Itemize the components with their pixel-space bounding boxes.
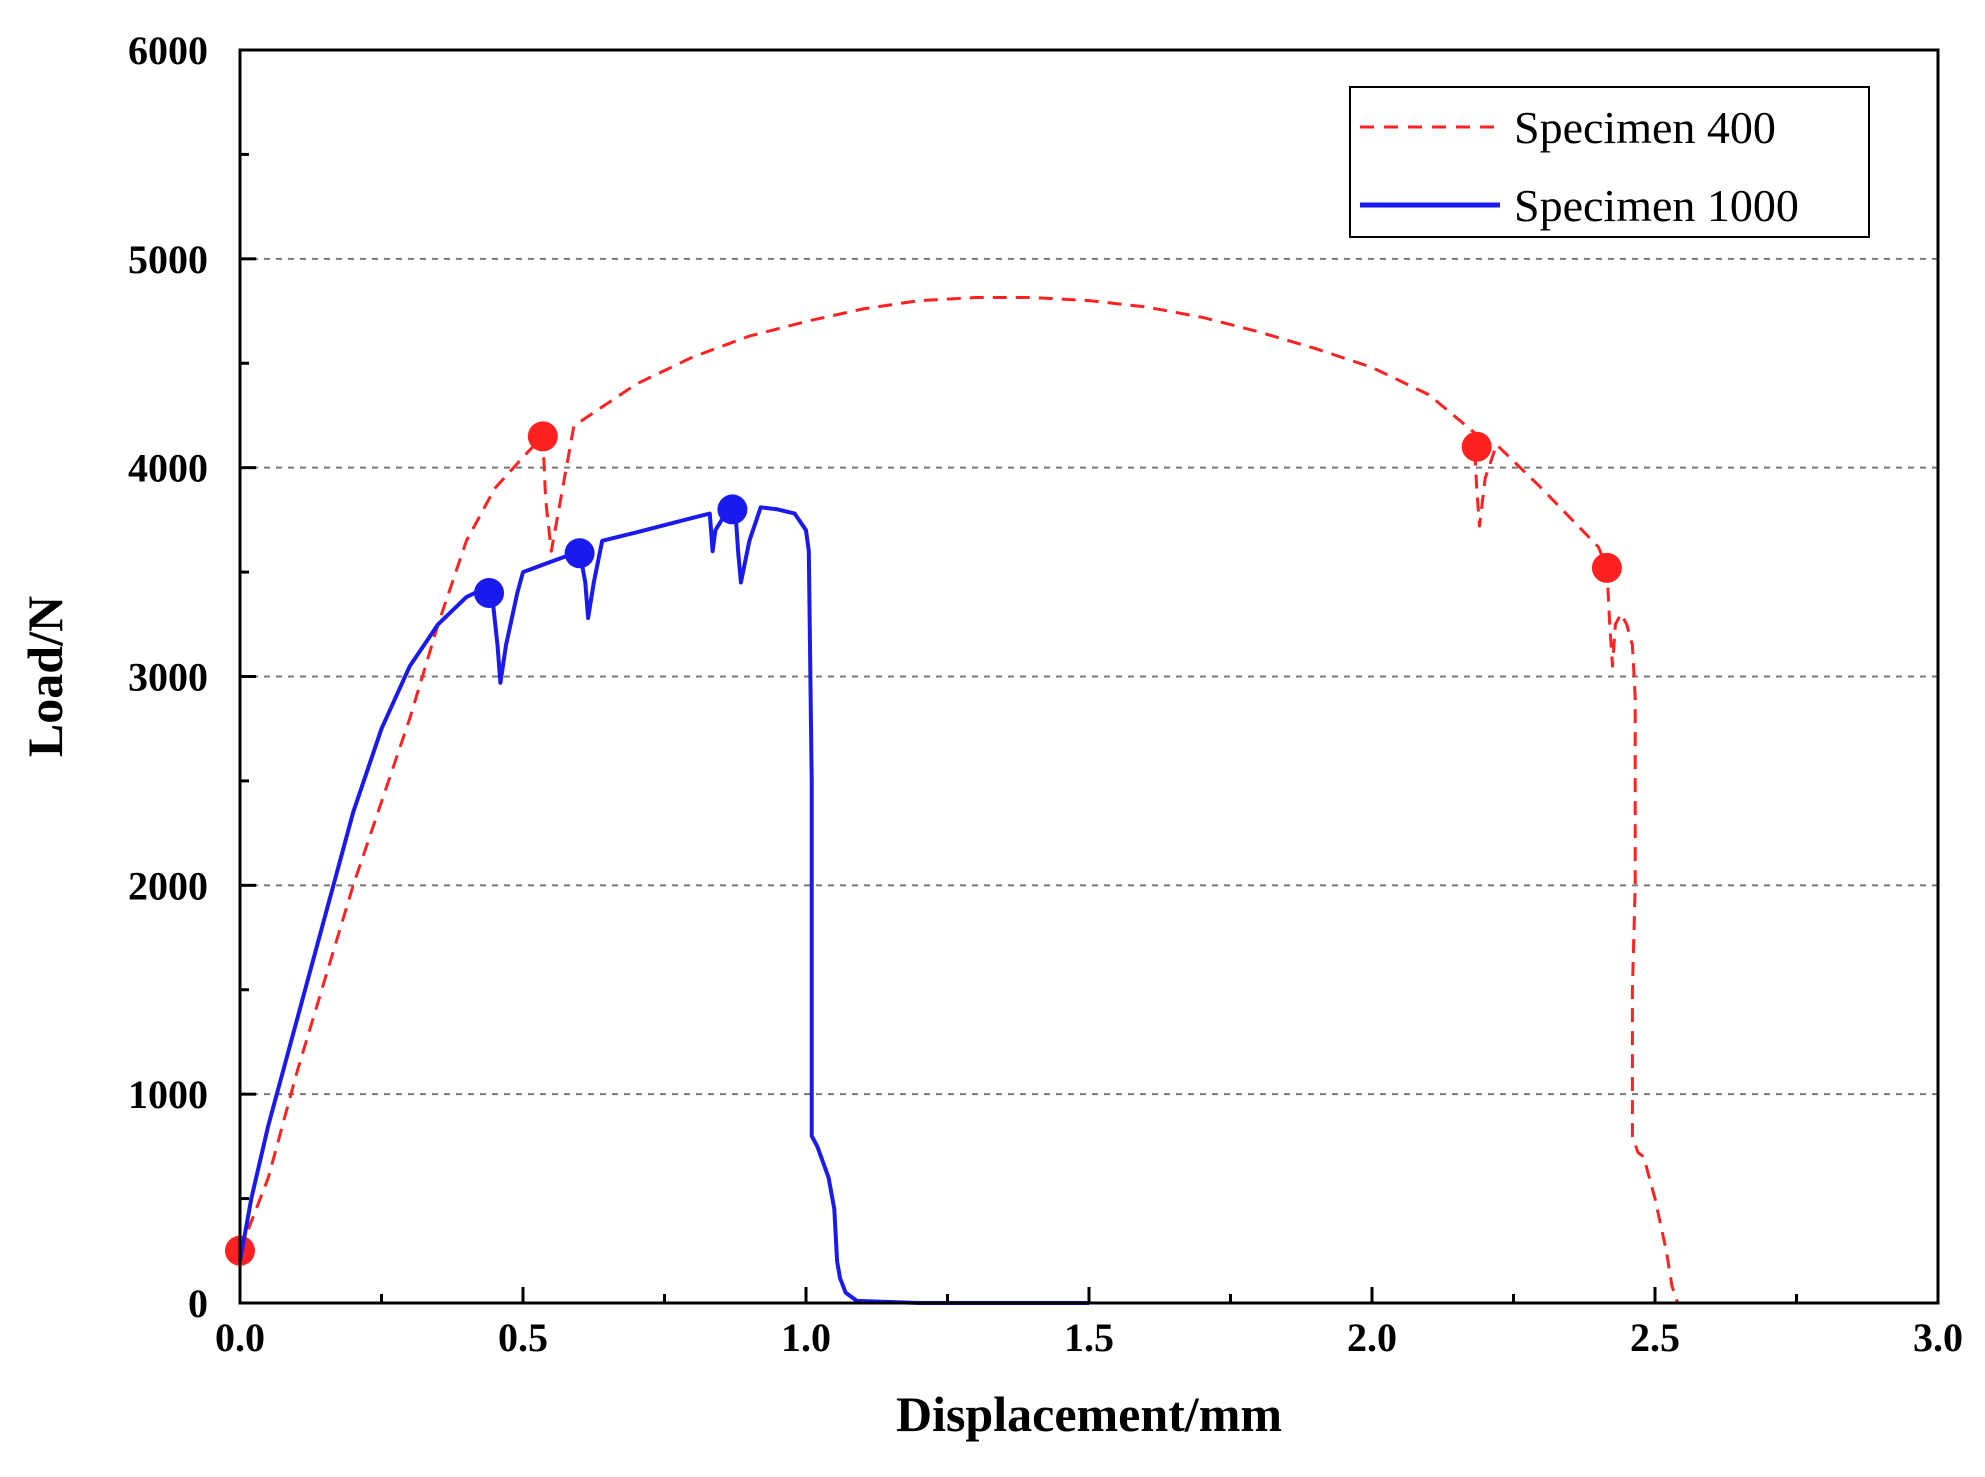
axis-tick-labels: 0.0 0.5 1.0 1.5 2.0 2.5 3.0 0 1000 2000 3000 4000 50… [128,28,1963,1360]
series-layer [225,296,1701,1305]
x-tick-label: 3.0 [1913,1315,1963,1360]
x-tick-label: 2.0 [1347,1315,1397,1360]
series-1-marker [1591,552,1622,583]
legend-label-1: Specimen 400 [1514,102,1776,153]
axis-ticks [238,48,1940,1305]
series-2-marker [474,577,505,608]
series-1-marker [527,421,558,452]
series-line-1 [238,296,1701,1305]
x-tick-label: 2.5 [1630,1315,1680,1360]
series-1-marker [1461,431,1492,462]
y-tick-label: 5000 [128,237,208,282]
legend-box [1349,86,1870,238]
y-tick-label: 6000 [128,28,208,73]
series-line-2 [238,505,1089,1305]
legend: Specimen 400 Specimen 1000 [1349,86,1870,238]
x-tick-label: 1.5 [1064,1315,1114,1360]
legend-label-2: Specimen 1000 [1514,180,1799,231]
y-tick-label: 2000 [128,863,208,908]
series-2-marker [564,538,595,569]
y-axis-title: Load/N [17,596,73,757]
x-tick-label: 0.5 [498,1315,548,1360]
x-tick-label: 1.0 [781,1315,831,1360]
x-tick-label: 0.0 [215,1315,265,1360]
y-tick-label: 4000 [128,446,208,491]
y-tick-label: 1000 [128,1072,208,1117]
series-2-marker [717,494,748,525]
y-tick-label: 0 [188,1281,208,1326]
y-tick-label: 3000 [128,655,208,700]
x-axis-title: Displacement/mm [896,1386,1282,1442]
